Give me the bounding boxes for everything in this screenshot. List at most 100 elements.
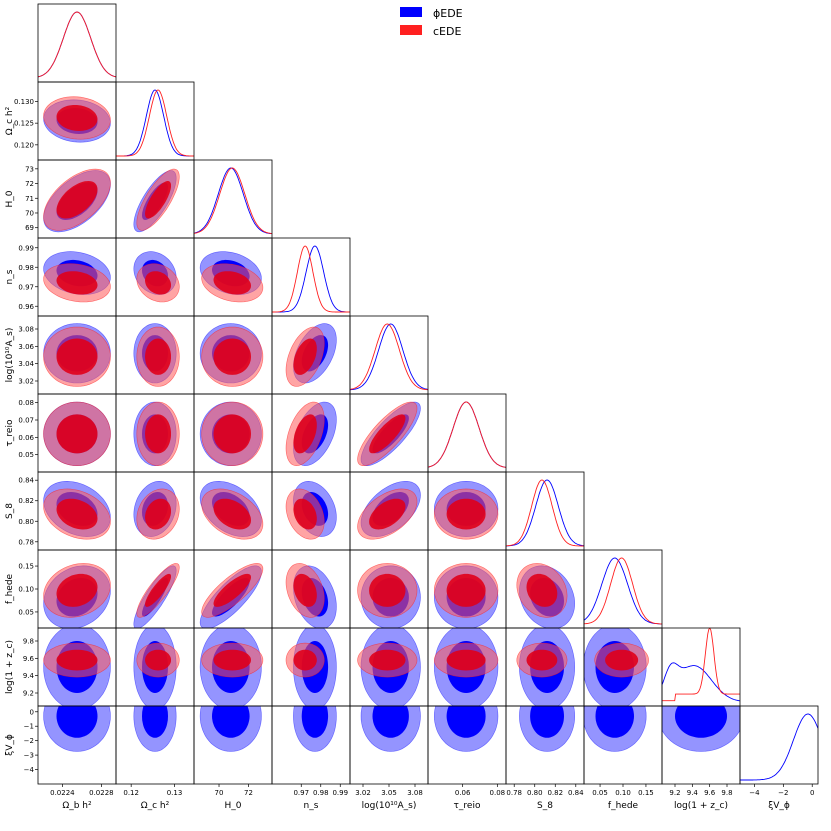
- contour-c-1sigma: [213, 338, 251, 375]
- xtick-label: 9.6: [704, 789, 716, 797]
- xtick-label: 3.05: [381, 789, 397, 797]
- xtick-label: 0: [810, 789, 814, 797]
- contour-c-1sigma: [446, 649, 486, 671]
- diag-panel-n_s: [272, 245, 350, 313]
- ytick-label: 0.78: [18, 538, 34, 546]
- panel-xiVphi-vs-H0: [199, 706, 262, 752]
- marginal-c: [350, 323, 428, 391]
- panel-tau_reio-vs-H0: [199, 401, 264, 467]
- panel-log1pzc-vs-H0: [199, 628, 264, 706]
- contour-phi-1sigma: [212, 706, 250, 738]
- contour-c-1sigma: [526, 649, 558, 671]
- panel-S8-vs-log10As: [357, 481, 421, 540]
- ytick-label: 0.98: [18, 264, 34, 272]
- panel-f_hede-vs-omega_b: [43, 563, 111, 628]
- panel-xiVphi-vs-omega_c: [133, 706, 177, 752]
- marginal-phi: [584, 557, 662, 625]
- contour-c-1sigma: [56, 649, 98, 671]
- ytick-label: 0.120: [14, 141, 34, 149]
- xtick-label: 0.97: [293, 789, 309, 797]
- panel-log1pzc-vs-n_s: [285, 628, 337, 706]
- marginal-phi: [506, 479, 584, 547]
- contour-c-1sigma: [293, 573, 317, 607]
- contour-c-1sigma: [56, 573, 98, 607]
- panel-log10As-vs-omega_c: [133, 323, 180, 387]
- ylabel-omega_c: Ω_c h²: [5, 106, 15, 135]
- xtick-label: 0.08: [490, 789, 506, 797]
- ytick-label: 0.99: [18, 244, 34, 252]
- contour-c-1sigma: [56, 271, 98, 295]
- ytick-label: −3: [24, 752, 34, 760]
- panel-log10As-vs-n_s: [285, 323, 337, 387]
- panel-n_s-vs-omega_c: [133, 251, 180, 303]
- panel-H0-vs-omega_c: [133, 168, 180, 233]
- ylabel-S8: S_8: [5, 503, 15, 519]
- panel-f_hede-vs-H0: [199, 563, 264, 628]
- marginal-c: [272, 245, 350, 313]
- diag-panel-f_hede: [584, 557, 662, 625]
- ytick-label: 9.6: [23, 655, 35, 663]
- contour-c-1sigma: [145, 414, 171, 454]
- ytick-label: 0.97: [18, 283, 34, 291]
- legend-label-c: cEDE: [433, 25, 461, 38]
- ytick-label: 0.07: [18, 417, 34, 425]
- contour-c-1sigma: [605, 649, 639, 671]
- diag-panel-log1pzc: [662, 628, 740, 702]
- xlabel-tau_reio: τ_reio: [454, 801, 481, 811]
- diag-panel-log10As: [350, 323, 428, 391]
- contour-c-1sigma: [369, 573, 406, 607]
- panel-xiVphi-vs-S8: [519, 706, 576, 752]
- contour-phi-1sigma: [301, 706, 329, 738]
- ytick-label: 71: [25, 195, 34, 203]
- panel-xiVphi-vs-log1pzc: [662, 706, 740, 752]
- ytick-label: 3.02: [18, 378, 34, 386]
- marginal-c: [38, 11, 116, 78]
- panel-log1pzc-vs-S8: [516, 628, 576, 706]
- diag-panel-tau_reio: [428, 401, 506, 468]
- ylabel-log10As: log(10¹⁰A_s): [5, 328, 15, 383]
- panel-S8-vs-omega_b: [43, 480, 111, 540]
- marginal-phi: [116, 89, 194, 157]
- xtick-label: 0.84: [568, 789, 584, 797]
- ylabel-n_s: n_s: [5, 269, 15, 284]
- ylabel-tau_reio: τ_reio: [5, 419, 15, 446]
- xtick-label: 70: [215, 789, 224, 797]
- panel-xiVphi-vs-omega_b: [43, 706, 111, 752]
- diag-panel-omega_c: [116, 89, 194, 157]
- ytick-label: 9.2: [23, 690, 34, 698]
- diag-panel-S8: [506, 479, 584, 547]
- ylabel-log1pzc: log(1 + z_c): [5, 640, 15, 694]
- ytick-label: 0.08: [18, 399, 34, 407]
- ytick-label: 0.15: [18, 563, 34, 571]
- panel-log1pzc-vs-omega_c: [133, 628, 180, 706]
- ytick-label: −4: [24, 766, 35, 774]
- marginal-phi: [38, 11, 116, 78]
- xtick-label: 0.06: [455, 789, 471, 797]
- panel-log1pzc-vs-f_hede: [584, 628, 649, 706]
- marginal-phi: [428, 401, 506, 468]
- panel-frame: [193, 159, 273, 239]
- ytick-label: −2: [24, 737, 34, 745]
- panel-xiVphi-vs-log10As: [360, 706, 421, 752]
- xlabel-omega_c: Ω_c h²: [141, 801, 170, 811]
- panel-S8-vs-n_s: [285, 480, 337, 540]
- contour-c-1sigma: [446, 498, 486, 530]
- xtick-label: 0.12: [123, 789, 139, 797]
- xtick-label: 72: [244, 789, 253, 797]
- ytick-label: 0: [30, 708, 34, 716]
- xlabel-xiVphi: ξV_ϕ: [768, 801, 790, 811]
- xlabel-S8: S_8: [537, 801, 553, 811]
- ytick-label: 72: [25, 180, 34, 188]
- contour-c-1sigma: [56, 338, 98, 375]
- marginal-phi: [662, 662, 740, 702]
- xtick-label: −4: [749, 789, 760, 797]
- contour-c-1sigma: [145, 498, 171, 530]
- ytick-label: 3.06: [18, 343, 34, 351]
- contour-c-1sigma: [293, 414, 317, 454]
- contour-c-1sigma: [369, 414, 406, 454]
- contour-c-1sigma: [446, 573, 486, 607]
- contour-c-1sigma: [213, 649, 251, 671]
- ytick-label: 9.8: [23, 638, 34, 646]
- xtick-label: 0.99: [332, 789, 348, 797]
